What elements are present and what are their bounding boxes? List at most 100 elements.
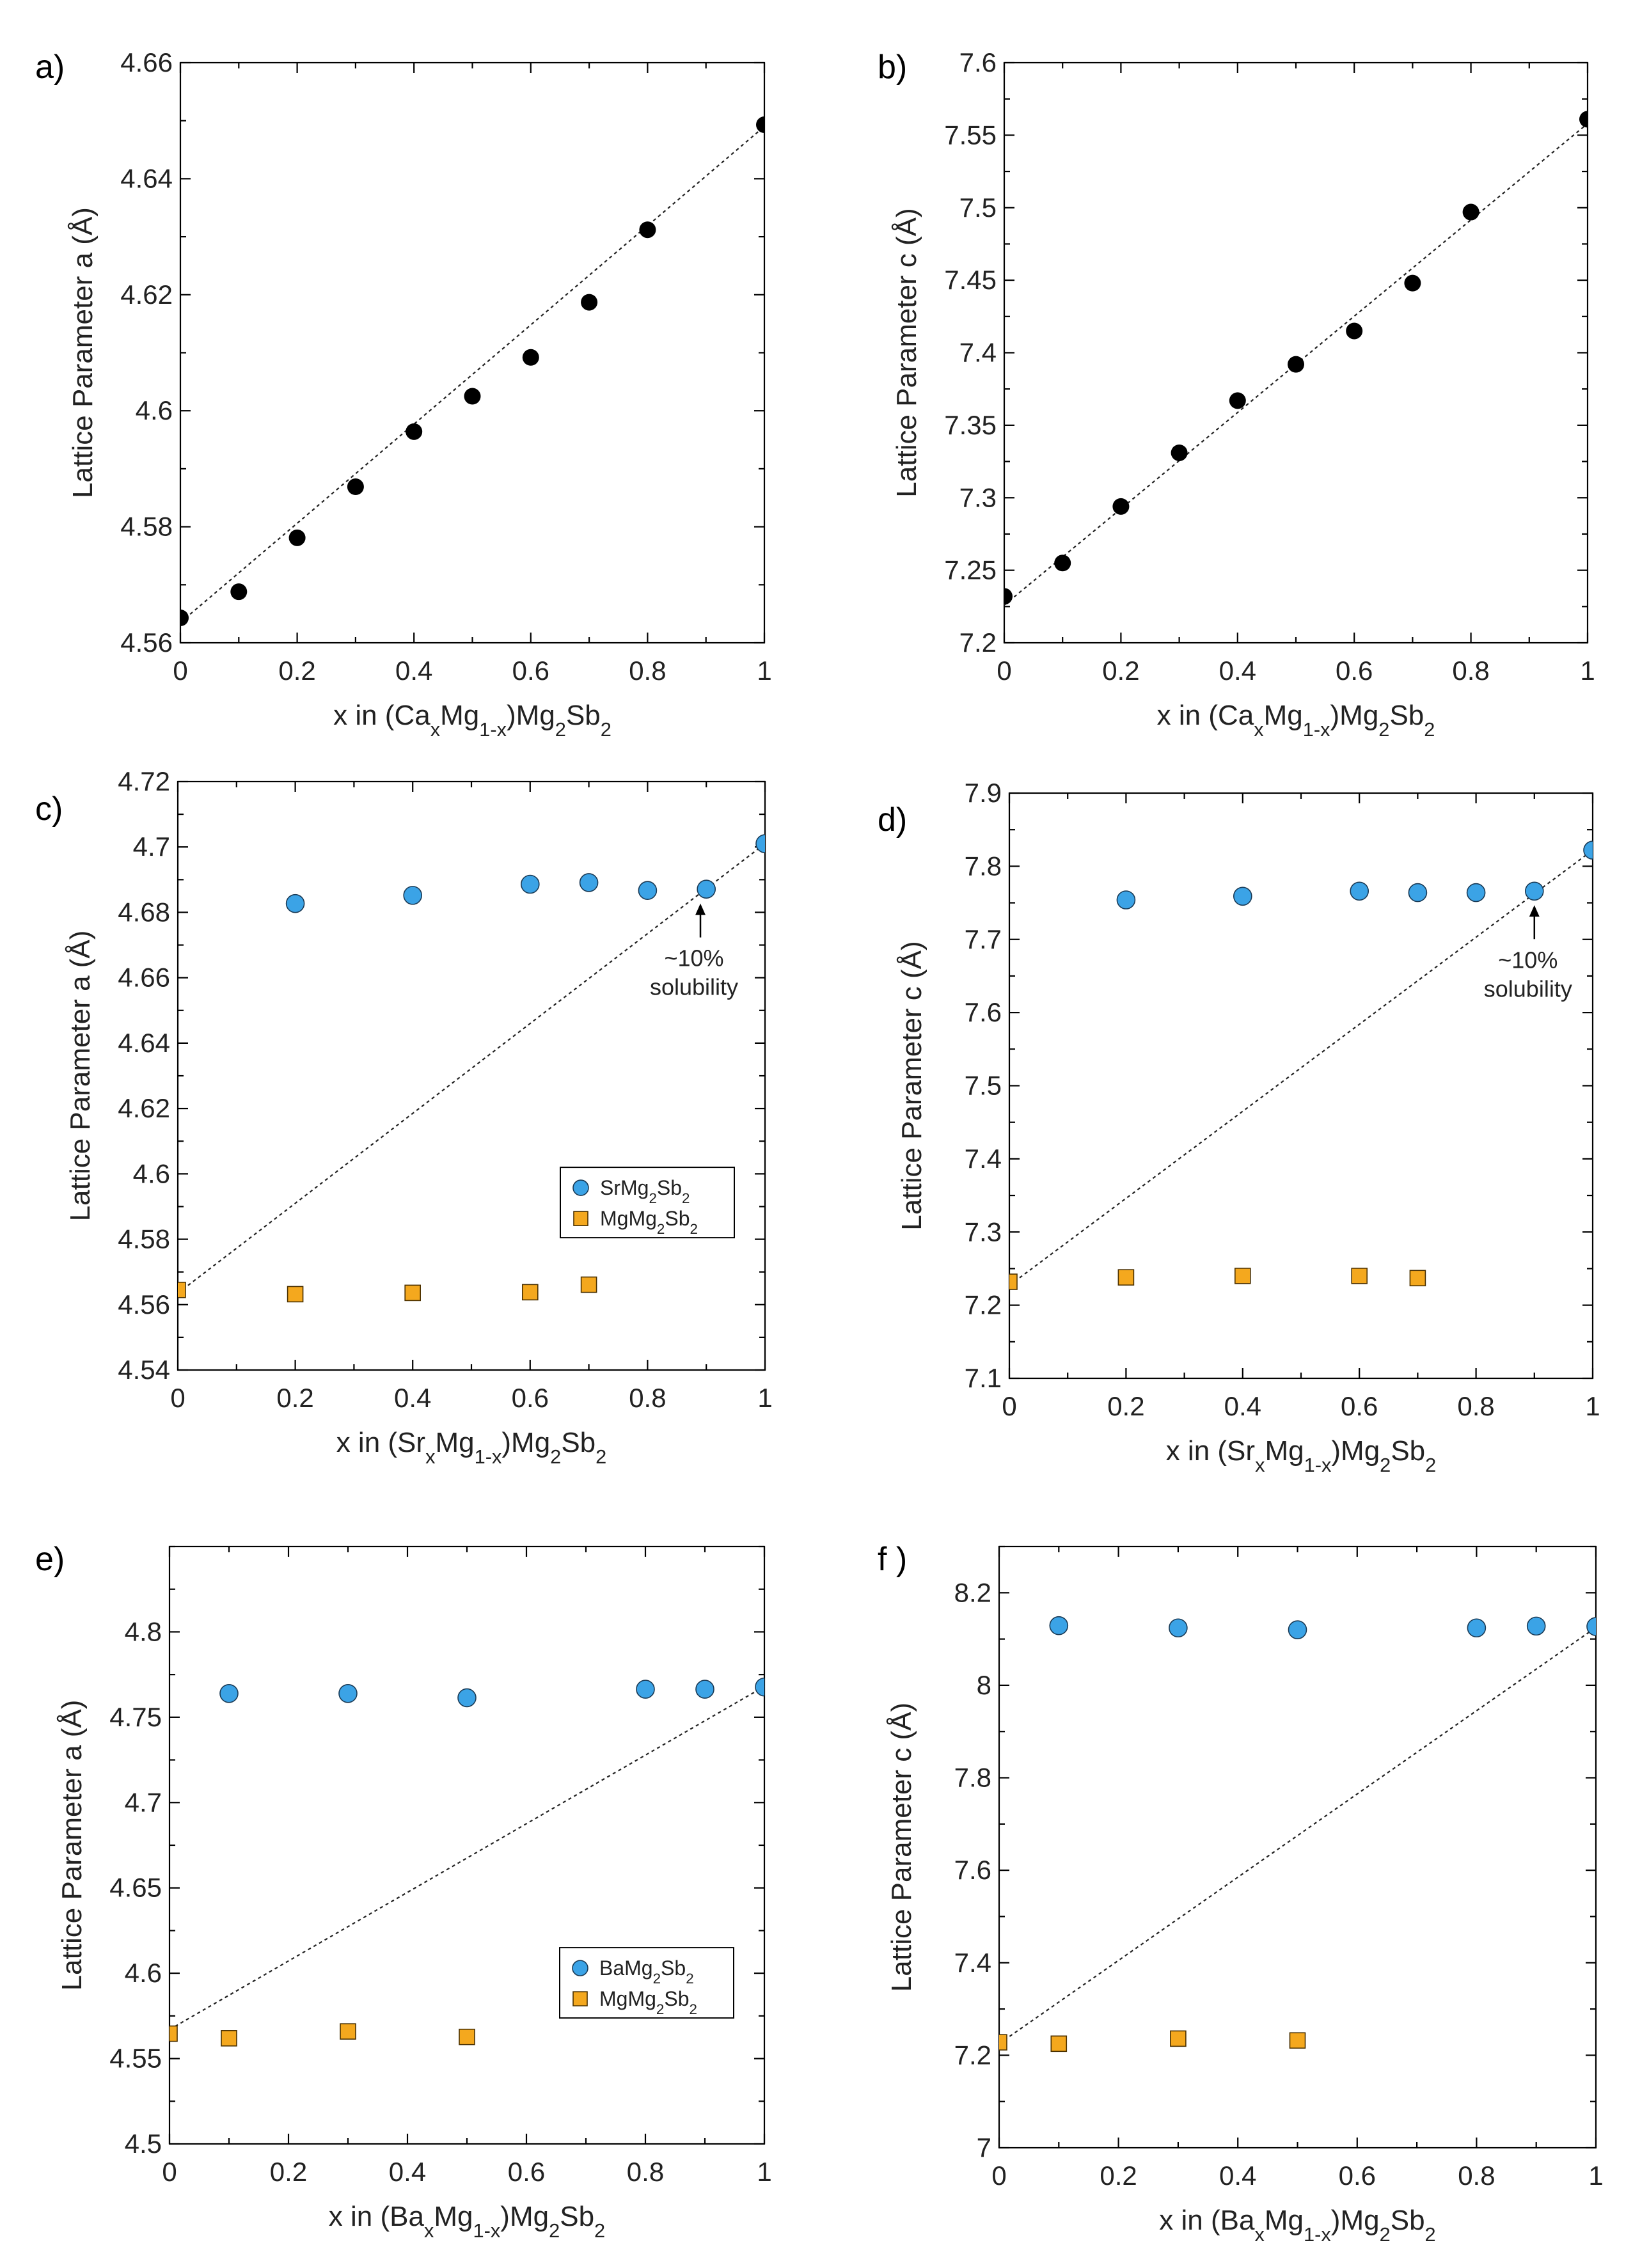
panel-label: e) xyxy=(35,1541,65,1578)
data-point xyxy=(1171,444,1188,461)
data-point-square xyxy=(1009,1273,1018,1290)
y-tick-label: 8.2 xyxy=(954,1577,991,1607)
y-axis-label: Lattice Parameter c (Å) xyxy=(896,941,927,1230)
x-axis-label: x in (BaxMg1-x)Mg2Sb2 xyxy=(1159,2205,1435,2246)
data-point xyxy=(756,116,764,134)
y-tick-label: 4.64 xyxy=(118,1028,170,1058)
x-tick-label: 1 xyxy=(757,2157,771,2187)
y-tick-label: 7.5 xyxy=(965,1071,1002,1101)
plot-frame xyxy=(168,1545,766,2145)
y-tick-label: 7.6 xyxy=(965,997,1002,1027)
panel-label: b) xyxy=(878,49,907,86)
data-point xyxy=(1054,555,1071,572)
annotation-line2: solubility xyxy=(650,974,738,1000)
y-tick-label: 4.62 xyxy=(120,280,173,310)
data-point xyxy=(1233,886,1252,906)
annotation-line2: solubility xyxy=(1484,975,1572,1002)
data-point xyxy=(695,1680,714,1699)
data-point xyxy=(1467,1618,1487,1638)
chart-5: e) 0 0.2 0.4 0.6 0.8 1 4.5 4.55 4.6 4.65 4.7 4.75 4.8… xyxy=(35,1541,772,2242)
fit-line xyxy=(998,1626,1597,2045)
y-tick-label: 4.55 xyxy=(109,2044,162,2074)
y-tick-label: 4.8 xyxy=(125,1616,162,1646)
y-tick-label: 4.58 xyxy=(118,1224,170,1254)
y-tick-label: 7.55 xyxy=(944,120,997,150)
y-axis-label: Lattice Parameter c (Å) xyxy=(891,208,922,497)
legend-box xyxy=(559,1947,734,2019)
data-point-square xyxy=(404,1284,422,1302)
panel-label: a) xyxy=(35,49,65,86)
legend-entry-label: SrMg2Sb2 xyxy=(600,1176,690,1206)
y-tick-label: 4.75 xyxy=(109,1702,162,1732)
data-point-square xyxy=(1409,1270,1426,1287)
y-tick-label: 4.6 xyxy=(125,1958,162,1988)
x-tick-label: 0.2 xyxy=(276,1383,313,1413)
y-tick-label: 7.45 xyxy=(944,265,997,295)
chart-6: f ) 0 0.2 0.4 0.6 0.8 1 7 7.2 7.4 7.6 7.8 8 8.2 x in (… xyxy=(878,1541,1604,2246)
y-tick-label: 7.2 xyxy=(954,2040,991,2070)
legend-square-icon xyxy=(573,1211,588,1226)
x-tick-label: 0.2 xyxy=(278,656,315,686)
plot-frame xyxy=(1008,792,1594,1380)
y-tick-label: 4.7 xyxy=(133,831,170,862)
y-tick-label: 7.4 xyxy=(954,1948,991,1978)
x-tick-label: 0.6 xyxy=(1341,1391,1378,1421)
data-point xyxy=(636,1680,655,1699)
data-point xyxy=(755,834,765,853)
x-tick-label: 1 xyxy=(1580,656,1595,686)
data-point xyxy=(1586,1617,1596,1636)
plot-frame xyxy=(177,780,766,1371)
data-point xyxy=(219,1683,239,1703)
y-tick-label: 4.72 xyxy=(118,766,170,796)
x-tick-label: 0 xyxy=(173,656,187,686)
data-point xyxy=(1526,1616,1546,1636)
legend-entry-label: MgMg2Sb2 xyxy=(599,1987,697,2017)
x-tick-label: 0.2 xyxy=(1107,1391,1144,1421)
legend-circle-icon xyxy=(572,1179,589,1196)
data-point xyxy=(1462,203,1479,221)
x-tick-label: 0.8 xyxy=(1457,1391,1494,1421)
markers xyxy=(170,1677,764,2047)
data-point-square xyxy=(1117,1269,1135,1286)
data-point xyxy=(1346,322,1363,340)
x-tick-label: 1 xyxy=(1585,1391,1600,1421)
legend-entry-label: BaMg2Sb2 xyxy=(599,1957,694,1987)
data-point-square xyxy=(1170,2030,1187,2047)
y-tick-label: 4.56 xyxy=(118,1289,170,1319)
y-tick-label: 7.8 xyxy=(954,1763,991,1793)
data-point-square xyxy=(1289,2032,1306,2049)
x-axis-label: x in (SrxMg1-x)Mg2Sb2 xyxy=(336,1427,607,1468)
y-tick-label: 4.56 xyxy=(120,627,173,658)
arrow-head-icon xyxy=(1529,905,1540,917)
data-point-square xyxy=(999,2034,1007,2051)
y-tick-label: 4.65 xyxy=(109,1873,162,1903)
y-tick-label: 7.9 xyxy=(965,778,1002,808)
chart-4: d) 0 0.2 0.4 0.6 0.8 1 7.1 7.2 7.3 7.4 7.5 7.6 7.7 7.8… xyxy=(878,778,1600,1476)
annotation-line1: ~10% xyxy=(664,945,723,972)
data-point-square xyxy=(459,2028,475,2045)
y-axis-label: Lattice Parameter a (Å) xyxy=(56,1700,88,1991)
data-point xyxy=(579,873,599,892)
x-tick-label: 0.4 xyxy=(389,2157,426,2187)
data-point xyxy=(406,423,423,440)
data-point xyxy=(1004,588,1013,605)
x-tick-label: 1 xyxy=(1588,2161,1603,2191)
panel-label: d) xyxy=(878,801,907,839)
panel-label: f ) xyxy=(878,1541,907,1578)
markers xyxy=(178,834,765,1303)
y-tick-label: 7.4 xyxy=(959,338,997,368)
markers xyxy=(180,116,764,626)
fit-line xyxy=(169,1685,765,2031)
y-tick-label: 7 xyxy=(977,2132,991,2162)
y-tick-label: 8 xyxy=(977,1670,991,1700)
x-tick-label: 0.6 xyxy=(1336,656,1373,686)
data-point xyxy=(1466,883,1486,902)
y-tick-label: 4.64 xyxy=(120,163,173,193)
plot-frame xyxy=(1003,61,1589,644)
y-tick-label: 4.62 xyxy=(118,1093,170,1123)
x-tick-label: 0 xyxy=(1002,1391,1016,1421)
y-tick-label: 7.2 xyxy=(959,627,997,658)
x-tick-label: 0.4 xyxy=(394,1383,431,1413)
x-tick-label: 1 xyxy=(757,656,771,686)
